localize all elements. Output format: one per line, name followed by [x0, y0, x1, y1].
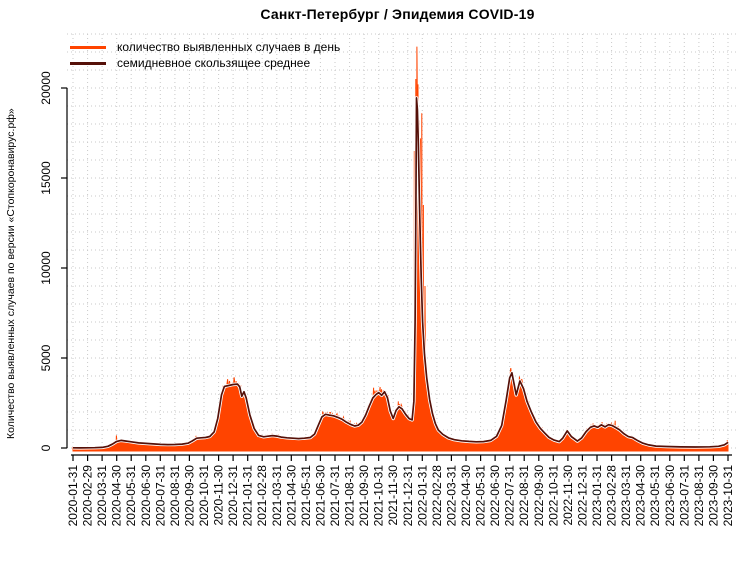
x-tick-label: 2021-01-31	[241, 465, 255, 527]
x-tick-label: 2022-02-28	[430, 465, 444, 527]
x-tick-label: 2021-02-28	[255, 465, 269, 527]
x-tick-label: 2020-08-31	[168, 465, 182, 527]
y-tick-label: 20000	[39, 71, 53, 105]
x-tick-label: 2023-01-31	[590, 465, 604, 527]
y-tick-label: 15000	[39, 161, 53, 195]
x-tick-label: 2020-03-31	[95, 465, 109, 527]
x-tick-label: 2021-09-30	[357, 465, 371, 527]
x-tick-label: 2020-12-31	[226, 465, 240, 527]
x-tick-label: 2023-04-30	[634, 465, 648, 527]
x-tick-label: 2022-06-30	[488, 465, 502, 527]
grid	[67, 33, 738, 452]
x-tick-label: 2021-11-30	[386, 465, 400, 526]
x-tick-label: 2020-04-30	[110, 465, 124, 527]
x-tick-label: 2023-08-31	[692, 465, 706, 527]
x-tick-label: 2020-05-31	[124, 465, 138, 527]
x-tick-label: 2023-09-30	[706, 465, 720, 527]
x-tick-label: 2022-10-31	[546, 465, 560, 527]
x-tick-label: 2022-03-31	[444, 465, 458, 527]
x-tick-label: 2023-10-31	[721, 465, 735, 527]
x-tick-label: 2022-12-31	[575, 465, 589, 527]
x-tick-label: 2022-07-31	[503, 465, 517, 527]
avg-line-halo	[72, 96, 729, 450]
x-tick-label: 2023-06-30	[663, 465, 677, 527]
x-tick-label: 2022-01-31	[415, 465, 429, 527]
daily-series-swatch	[70, 45, 106, 49]
moving-average-line	[72, 97, 729, 449]
x-tick-label: 2020-02-29	[81, 465, 95, 527]
avg-series-label: семидневное скользящее среднее	[117, 56, 311, 70]
x-tick-label: 2021-05-31	[299, 465, 313, 527]
x-tick-label: 2022-08-31	[517, 465, 531, 527]
x-tick-label: 2022-05-31	[474, 465, 488, 527]
daily-series-label: количество выявленных случаев в день	[117, 40, 341, 54]
y-tick-label: 10000	[39, 251, 53, 285]
daily-cases-area	[72, 46, 729, 452]
avg-series-swatch	[70, 61, 106, 65]
x-tick-label: 2023-05-31	[648, 465, 662, 527]
x-tick-label: 2021-04-30	[284, 465, 298, 527]
chart-title: Санкт-Петербург / Эпидемия COVID-19	[260, 6, 535, 22]
x-tick-label: 2021-10-31	[372, 465, 386, 527]
x-tick-label: 2022-09-30	[532, 465, 546, 527]
x-tick-label: 2020-06-30	[139, 465, 153, 527]
x-tick-label: 2021-06-30	[313, 465, 327, 527]
x-tick-label: 2020-10-31	[197, 465, 211, 527]
legend-item-moving-average: семидневное скользящее среднее	[70, 55, 340, 71]
x-tick-label: 2021-07-31	[328, 465, 342, 527]
x-tick-label: 2020-01-31	[66, 465, 80, 527]
x-tick-label: 2021-08-31	[343, 465, 357, 527]
x-tick-label: 2022-04-30	[459, 465, 473, 527]
x-tick-label: 2020-09-30	[182, 465, 196, 527]
x-tick-label: 2023-07-31	[677, 465, 691, 527]
x-tick-label: 2023-02-28	[605, 465, 619, 527]
x-tick-label: 2023-03-31	[619, 465, 633, 527]
x-tick-label: 2022-11-30	[561, 465, 575, 526]
x-tick-label: 2021-03-31	[270, 465, 284, 527]
x-tick-label: 2020-11-30	[212, 465, 226, 526]
y-tick-label: 5000	[39, 344, 53, 371]
legend: количество выявленных случаев в день сем…	[70, 39, 340, 71]
x-tick-label: 2021-12-31	[401, 465, 415, 527]
y-tick-label: 0	[39, 444, 53, 451]
legend-item-daily-cases: количество выявленных случаев в день	[70, 39, 340, 55]
x-tick-label: 2020-07-31	[153, 465, 167, 527]
